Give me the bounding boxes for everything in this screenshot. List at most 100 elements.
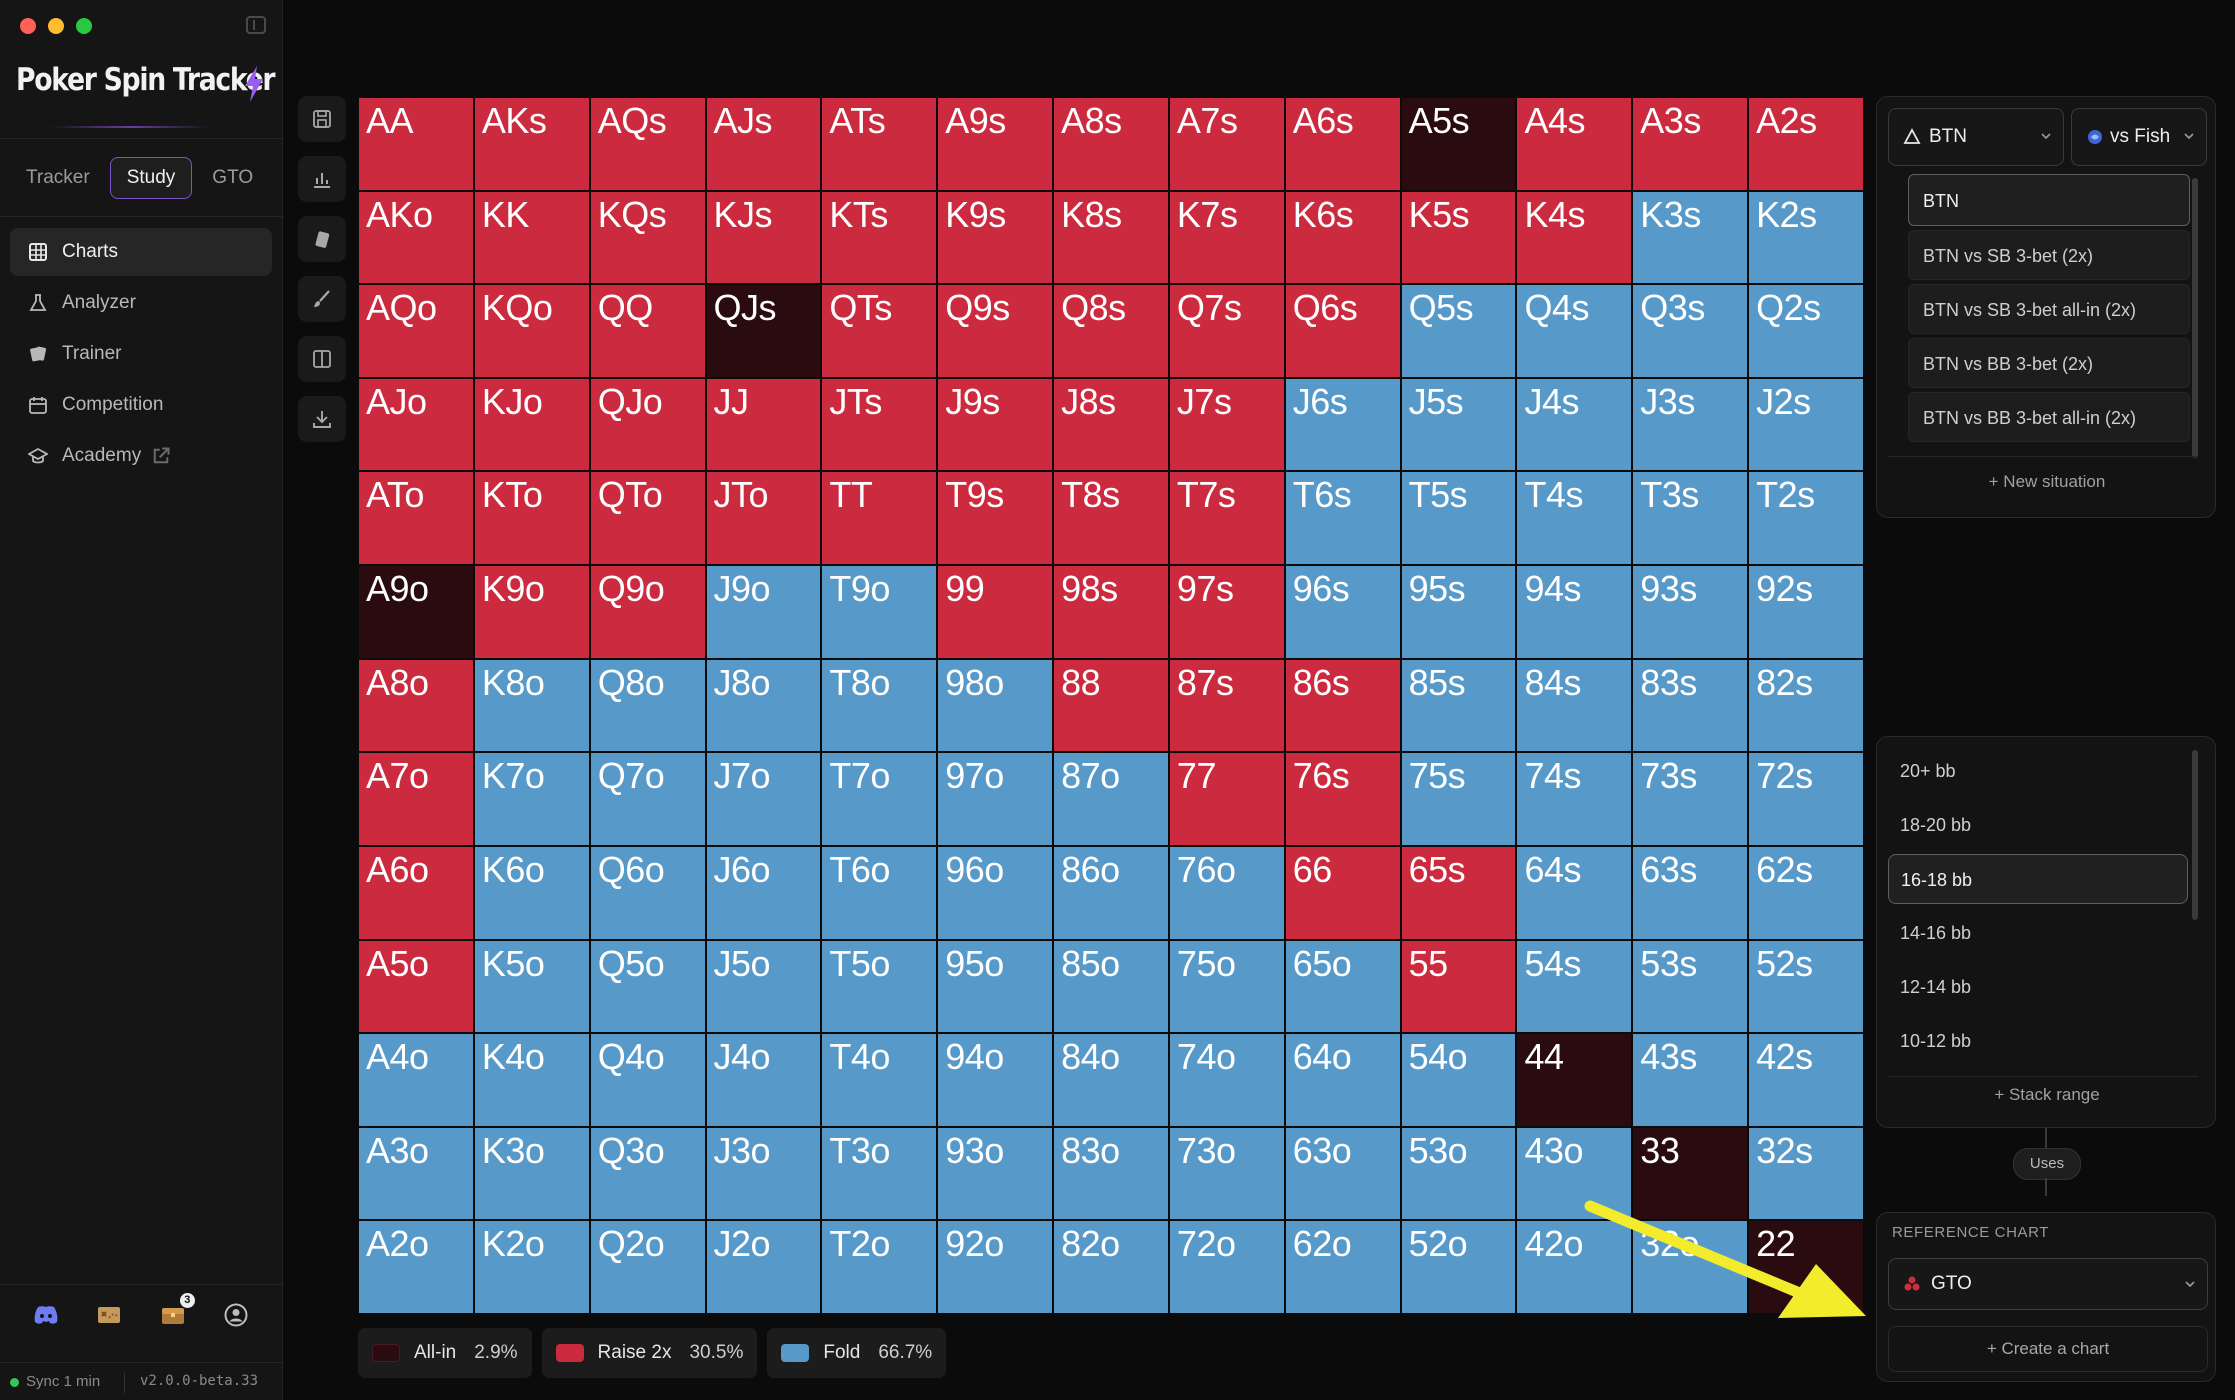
hand-cell[interactable]: T7o — [822, 753, 937, 845]
hand-cell[interactable]: 96o — [938, 846, 1053, 939]
hand-cell[interactable]: 63o — [1285, 1127, 1400, 1220]
reference-chart-select[interactable]: GTO — [1888, 1258, 2208, 1310]
hand-cell[interactable]: 62o — [1285, 1221, 1400, 1313]
close-window-button[interactable] — [20, 18, 36, 34]
hand-cell[interactable]: 93s — [1633, 566, 1748, 658]
hand-cell[interactable]: AQo — [359, 285, 473, 377]
hand-cell[interactable]: Q2s — [1749, 285, 1863, 377]
hand-cell[interactable]: 74s — [1517, 753, 1632, 845]
hand-cell[interactable]: KTs — [822, 191, 937, 284]
hand-cell[interactable]: 32s — [1749, 1127, 1863, 1220]
hand-cell[interactable]: A5s — [1401, 98, 1516, 190]
hand-cell[interactable]: 42s — [1749, 1034, 1863, 1126]
nav-item-trainer[interactable]: Trainer — [10, 330, 272, 378]
treasure-map-icon[interactable] — [94, 1300, 124, 1330]
stack-range-item[interactable]: 12-14 bb — [1900, 977, 1972, 997]
hand-cell[interactable]: T3s — [1633, 472, 1748, 565]
hand-cell[interactable]: K6o — [474, 846, 589, 939]
hand-cell[interactable]: Q7s — [1169, 285, 1284, 377]
hand-cell[interactable]: 84o — [1054, 1034, 1168, 1126]
hand-cell[interactable]: Q9s — [938, 285, 1053, 377]
hand-cell[interactable]: 92o — [938, 1221, 1053, 1313]
nav-item-charts[interactable]: Charts — [10, 228, 272, 276]
hand-cell[interactable]: 75s — [1401, 753, 1516, 845]
hand-cell[interactable]: T8o — [822, 659, 937, 752]
hand-cell[interactable]: A5o — [359, 940, 473, 1033]
hand-cell[interactable]: 95o — [938, 940, 1053, 1033]
hand-cell[interactable]: 62s — [1749, 846, 1863, 939]
hand-cell[interactable]: J4o — [706, 1034, 821, 1126]
hand-cell[interactable]: 73o — [1169, 1127, 1284, 1220]
mode-study[interactable]: Study — [109, 157, 193, 199]
hand-cell[interactable]: JTs — [822, 378, 937, 471]
hand-cell[interactable]: KK — [474, 191, 589, 284]
hand-cell[interactable]: 33 — [1633, 1127, 1748, 1220]
nav-item-analyzer[interactable]: Analyzer — [10, 279, 272, 327]
stack-range-item[interactable]: 14-16 bb — [1900, 923, 1972, 943]
create-chart-button[interactable]: + Create a chart — [1888, 1326, 2208, 1372]
hand-cell[interactable]: J7s — [1169, 378, 1284, 471]
hand-cell[interactable]: KJs — [706, 191, 821, 284]
hand-cell[interactable]: 83s — [1633, 659, 1748, 752]
hand-cell[interactable]: Q5s — [1401, 285, 1516, 377]
add-stack-range-button[interactable]: + Stack range — [1994, 1085, 2100, 1104]
hand-cell[interactable]: A7s — [1169, 98, 1284, 190]
hand-cell[interactable]: Q4o — [590, 1034, 705, 1126]
hand-cell[interactable]: K4o — [474, 1034, 589, 1126]
hand-cell[interactable]: 86o — [1054, 846, 1168, 939]
legend-fold[interactable]: Fold 66.7% — [767, 1328, 947, 1378]
stack-range-item[interactable]: 16-18 bb — [1888, 854, 2188, 904]
new-situation-button[interactable]: + New situation — [1988, 472, 2106, 491]
hand-cell[interactable]: J6s — [1285, 378, 1400, 471]
hand-cell[interactable]: 72s — [1749, 753, 1863, 845]
hand-cell[interactable]: KQs — [590, 191, 705, 284]
save-chart-button[interactable] — [298, 96, 346, 142]
hand-cell[interactable]: 92s — [1749, 566, 1863, 658]
hand-cell[interactable]: T5s — [1401, 472, 1516, 565]
hand-cell[interactable]: 74o — [1169, 1034, 1284, 1126]
hand-cell[interactable]: T4s — [1517, 472, 1632, 565]
hand-cell[interactable]: J3s — [1633, 378, 1748, 471]
opponent-select[interactable]: vs Fish — [2071, 108, 2207, 166]
hand-cell[interactable]: Q6o — [590, 846, 705, 939]
hand-cell[interactable]: T2o — [822, 1221, 937, 1313]
hand-cell[interactable]: J3o — [706, 1127, 821, 1220]
hand-cell[interactable]: QTo — [590, 472, 705, 565]
hand-cell[interactable]: QTs — [822, 285, 937, 377]
hand-cell[interactable]: Q8s — [1054, 285, 1168, 377]
paint-button[interactable] — [298, 276, 346, 322]
hand-cell[interactable]: 94s — [1517, 566, 1632, 658]
hand-cell[interactable]: 72o — [1169, 1221, 1284, 1313]
hand-cell[interactable]: K5o — [474, 940, 589, 1033]
hand-cell[interactable]: Q3o — [590, 1127, 705, 1220]
hand-cell[interactable]: 86s — [1285, 659, 1400, 752]
hand-cell[interactable]: 98s — [1054, 566, 1168, 658]
hand-cell[interactable]: J6o — [706, 846, 821, 939]
hand-cell[interactable]: ATo — [359, 472, 473, 565]
minimize-window-button[interactable] — [48, 18, 64, 34]
hand-cell[interactable]: JTo — [706, 472, 821, 565]
legend-allin[interactable]: All-in 2.9% — [358, 1328, 532, 1378]
hand-cell[interactable]: 55 — [1401, 940, 1516, 1033]
hand-cell[interactable]: J8o — [706, 659, 821, 752]
hand-cell[interactable]: A8s — [1054, 98, 1168, 190]
hand-cell[interactable]: QJs — [706, 285, 821, 377]
hand-cell[interactable]: T9o — [822, 566, 937, 658]
hand-cell[interactable]: A8o — [359, 659, 473, 752]
hand-cell[interactable]: 44 — [1517, 1034, 1632, 1126]
hand-cell[interactable]: 87o — [1054, 753, 1168, 845]
hand-cell[interactable]: 98o — [938, 659, 1053, 752]
situation-item[interactable]: BTN vs SB 3-bet (2x) — [1908, 230, 2190, 280]
nav-item-competition[interactable]: Competition — [10, 381, 272, 429]
hand-cell[interactable]: T6s — [1285, 472, 1400, 565]
hand-cell[interactable]: 76s — [1285, 753, 1400, 845]
hand-cell[interactable]: Q4s — [1517, 285, 1632, 377]
hand-cell[interactable]: 53o — [1401, 1127, 1516, 1220]
hand-cell[interactable]: AKs — [474, 98, 589, 190]
account-icon[interactable] — [221, 1300, 251, 1330]
hand-cell[interactable]: 93o — [938, 1127, 1053, 1220]
export-button[interactable] — [298, 396, 346, 442]
hand-cell[interactable]: 54o — [1401, 1034, 1516, 1126]
hand-cell[interactable]: 85o — [1054, 940, 1168, 1033]
situation-item[interactable]: BTN vs BB 3-bet all-in (2x) — [1908, 392, 2190, 442]
